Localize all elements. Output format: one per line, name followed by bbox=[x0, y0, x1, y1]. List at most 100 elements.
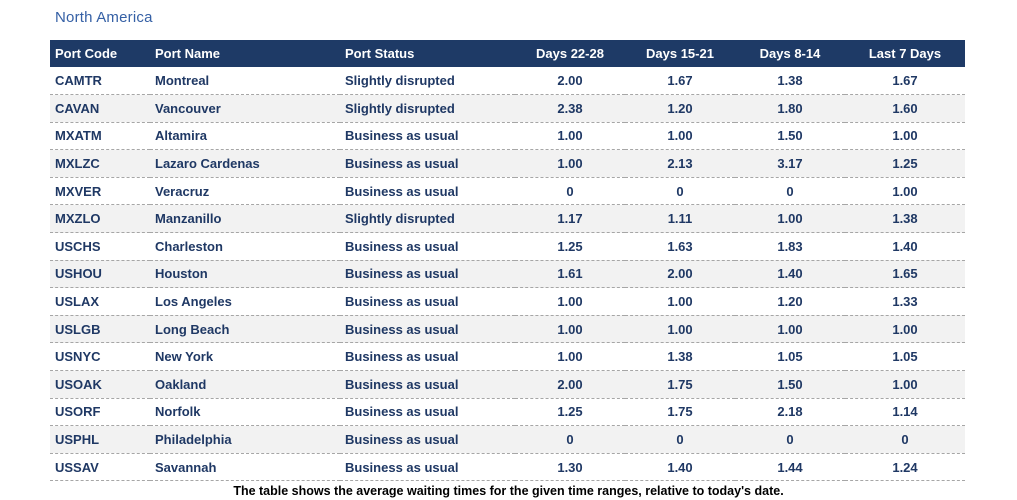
port-name-cell: Montreal bbox=[150, 67, 340, 96]
page-title: North America bbox=[55, 9, 153, 26]
port-code-cell: MXVER bbox=[50, 177, 150, 206]
port-code-cell: USORF bbox=[50, 398, 150, 427]
days-22-28-cell: 1.30 bbox=[515, 453, 625, 482]
table-body: CAMTR Montreal Slightly disrupted 2.00 1.67 1… bbox=[50, 67, 965, 482]
port-name-cell: Altamira bbox=[150, 122, 340, 151]
last-7-days-cell: 1.00 bbox=[845, 177, 965, 206]
port-code-cell: CAMTR bbox=[50, 67, 150, 96]
port-name-cell: Manzanillo bbox=[150, 204, 340, 234]
days-22-28-cell: 1.00 bbox=[515, 122, 625, 151]
column-header-days-8-14: Days 8-14 bbox=[735, 40, 845, 67]
port-code-cell: CAVAN bbox=[50, 94, 150, 123]
port-code-cell: USSAV bbox=[50, 453, 150, 482]
days-22-28-cell: 1.25 bbox=[515, 232, 625, 261]
days-15-21-cell: 2.00 bbox=[625, 260, 735, 289]
column-header-last-7-days: Last 7 Days bbox=[845, 40, 965, 67]
column-header-port-status: Port Status bbox=[340, 40, 515, 67]
port-status-cell: Slightly disrupted bbox=[340, 67, 515, 96]
port-code-cell: MXZLO bbox=[50, 204, 150, 234]
table-row: MXZLO Manzanillo Slightly disrupted 1.17 1.1… bbox=[50, 204, 965, 234]
days-15-21-cell: 1.38 bbox=[625, 342, 735, 372]
table-row: USPHL Philadelphia Business as usual 0 0 0 0 bbox=[50, 425, 965, 454]
days-22-28-cell: 0 bbox=[515, 177, 625, 206]
port-code-cell: USLAX bbox=[50, 287, 150, 316]
table-row: USLGB Long Beach Business as usual 1.00 1.00… bbox=[50, 315, 965, 344]
days-15-21-cell: 1.75 bbox=[625, 370, 735, 399]
days-8-14-cell: 1.20 bbox=[735, 287, 845, 316]
last-7-days-cell: 1.25 bbox=[845, 149, 965, 178]
table-header-row: Port Code Port Name Port Status Days 22-… bbox=[50, 40, 965, 67]
days-22-28-cell: 2.00 bbox=[515, 370, 625, 399]
last-7-days-cell: 1.65 bbox=[845, 260, 965, 289]
days-15-21-cell: 1.11 bbox=[625, 204, 735, 234]
table-caption: The table shows the average waiting time… bbox=[233, 484, 784, 498]
days-22-28-cell: 1.00 bbox=[515, 149, 625, 178]
port-name-cell: New York bbox=[150, 342, 340, 372]
port-name-cell: Lazaro Cardenas bbox=[150, 149, 340, 178]
port-name-cell: Charleston bbox=[150, 232, 340, 261]
days-8-14-cell: 2.18 bbox=[735, 398, 845, 427]
port-code-cell: MXLZC bbox=[50, 149, 150, 178]
days-15-21-cell: 0 bbox=[625, 177, 735, 206]
table-row: USNYC New York Business as usual 1.00 1.38 1.… bbox=[50, 342, 965, 372]
days-22-28-cell: 1.17 bbox=[515, 204, 625, 234]
port-status-cell: Business as usual bbox=[340, 122, 515, 151]
column-header-days-15-21: Days 15-21 bbox=[625, 40, 735, 67]
days-22-28-cell: 1.25 bbox=[515, 398, 625, 427]
days-8-14-cell: 1.05 bbox=[735, 342, 845, 372]
table-row: CAVAN Vancouver Slightly disrupted 2.38 1.20… bbox=[50, 94, 965, 123]
last-7-days-cell: 1.14 bbox=[845, 398, 965, 427]
days-8-14-cell: 1.40 bbox=[735, 260, 845, 289]
port-code-cell: USOAK bbox=[50, 370, 150, 399]
days-8-14-cell: 1.44 bbox=[735, 453, 845, 482]
days-22-28-cell: 1.61 bbox=[515, 260, 625, 289]
port-status-cell: Business as usual bbox=[340, 149, 515, 178]
port-name-cell: Oakland bbox=[150, 370, 340, 399]
days-15-21-cell: 0 bbox=[625, 425, 735, 454]
column-header-port-code: Port Code bbox=[50, 40, 150, 67]
days-22-28-cell: 1.00 bbox=[515, 287, 625, 316]
last-7-days-cell: 1.40 bbox=[845, 232, 965, 261]
table-row: MXVER Veracruz Business as usual 0 0 0 1.00 bbox=[50, 177, 965, 206]
port-code-cell: USCHS bbox=[50, 232, 150, 261]
port-code-cell: USHOU bbox=[50, 260, 150, 289]
days-22-28-cell: 1.00 bbox=[515, 342, 625, 372]
port-status-cell: Business as usual bbox=[340, 398, 515, 427]
port-status-cell: Business as usual bbox=[340, 425, 515, 454]
days-15-21-cell: 1.67 bbox=[625, 67, 735, 96]
days-8-14-cell: 1.00 bbox=[735, 315, 845, 344]
port-status-cell: Business as usual bbox=[340, 315, 515, 344]
days-8-14-cell: 1.83 bbox=[735, 232, 845, 261]
days-8-14-cell: 3.17 bbox=[735, 149, 845, 178]
port-status-cell: Business as usual bbox=[340, 453, 515, 482]
last-7-days-cell: 1.38 bbox=[845, 204, 965, 234]
table-row: USSAV Savannah Business as usual 1.30 1.40 1.… bbox=[50, 453, 965, 482]
last-7-days-cell: 1.05 bbox=[845, 342, 965, 372]
port-status-cell: Business as usual bbox=[340, 232, 515, 261]
last-7-days-cell: 1.60 bbox=[845, 94, 965, 123]
port-name-cell: Houston bbox=[150, 260, 340, 289]
ports-table: Port Code Port Name Port Status Days 22-… bbox=[50, 40, 965, 482]
days-8-14-cell: 1.38 bbox=[735, 67, 845, 96]
days-15-21-cell: 1.00 bbox=[625, 315, 735, 344]
days-15-21-cell: 1.75 bbox=[625, 398, 735, 427]
days-8-14-cell: 0 bbox=[735, 425, 845, 454]
last-7-days-cell: 1.33 bbox=[845, 287, 965, 316]
table-row: USORF Norfolk Business as usual 1.25 1.75 2.1… bbox=[50, 398, 965, 427]
port-status-cell: Business as usual bbox=[340, 370, 515, 399]
port-name-cell: Savannah bbox=[150, 453, 340, 482]
days-15-21-cell: 1.00 bbox=[625, 287, 735, 316]
port-code-cell: MXATM bbox=[50, 122, 150, 151]
days-8-14-cell: 1.50 bbox=[735, 370, 845, 399]
table-row: MXLZC Lazaro Cardenas Business as usual 1.0… bbox=[50, 149, 965, 178]
column-header-port-name: Port Name bbox=[150, 40, 340, 67]
port-name-cell: Norfolk bbox=[150, 398, 340, 427]
table-row: USOAK Oakland Business as usual 2.00 1.75 1.5… bbox=[50, 370, 965, 399]
port-status-cell: Slightly disrupted bbox=[340, 94, 515, 123]
days-8-14-cell: 1.80 bbox=[735, 94, 845, 123]
days-15-21-cell: 2.13 bbox=[625, 149, 735, 178]
days-8-14-cell: 1.00 bbox=[735, 204, 845, 234]
port-code-cell: USLGB bbox=[50, 315, 150, 344]
days-8-14-cell: 1.50 bbox=[735, 122, 845, 151]
